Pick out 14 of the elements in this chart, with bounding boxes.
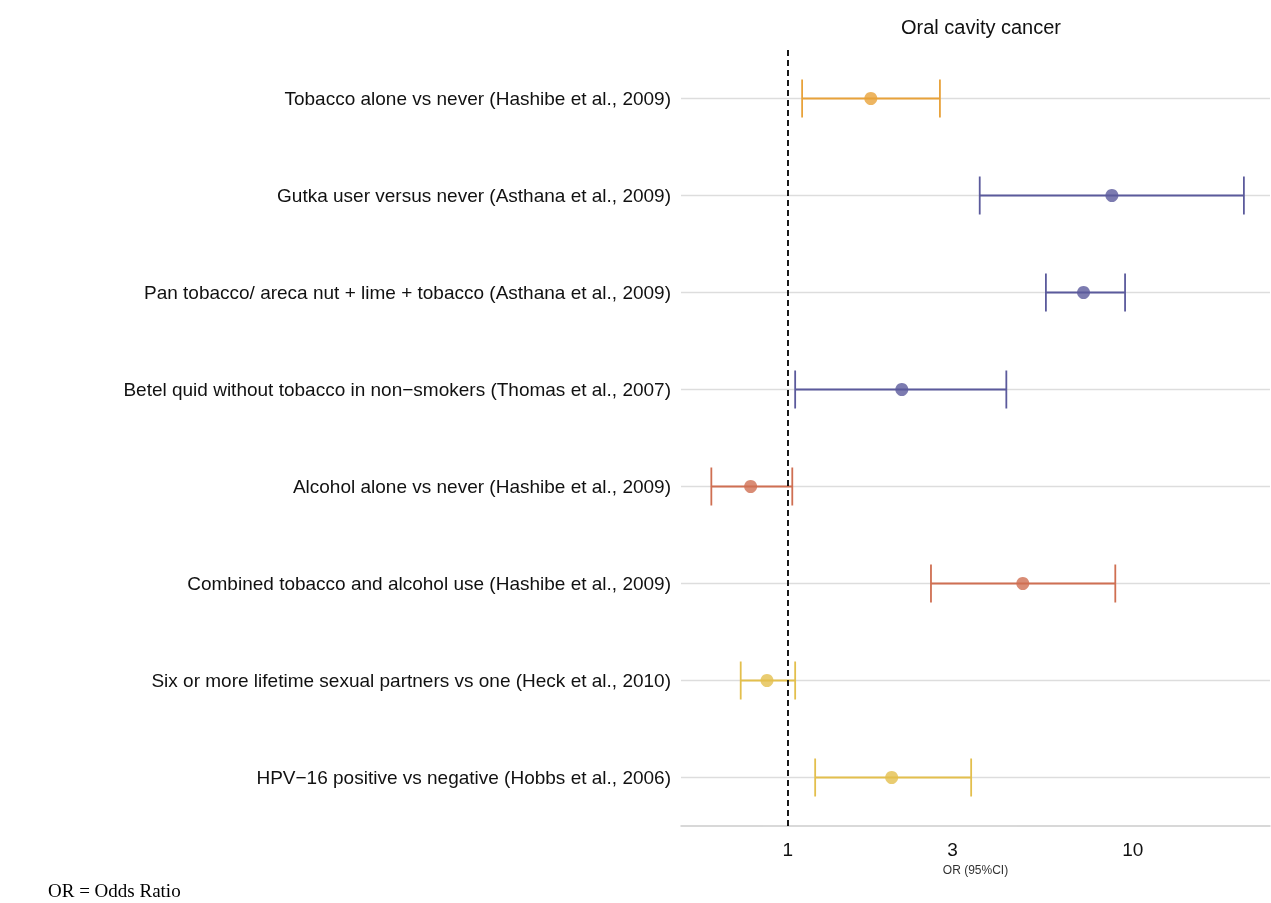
x-axis-title: OR (95%CI) — [942, 862, 1009, 877]
chart-title: Oral cavity cancer — [900, 16, 1062, 38]
y-tick-label: Gutka user versus never (Asthana et al., 2009) — [277, 185, 671, 206]
x-tick-label: 10 — [1122, 839, 1144, 860]
y-tick-label: Six or more lifetime sexual partners vs one (Heck et al., 2010) — [151, 670, 671, 691]
y-tick-label: Alcohol alone vs never (Hashibe et al., 2009) — [292, 476, 671, 497]
y-tick-label: Combined tobacco and alcohol use (Hashibe et al., 2009) — [187, 573, 671, 594]
y-tick-label: Betel quid without tobacco in non−smokers (Thomas et al., 2007) — [123, 379, 671, 400]
text: OR = Odds Ratio — [48, 880, 181, 902]
x-tick-label: 1 — [782, 839, 794, 860]
x-tick-label: 3 — [947, 839, 958, 860]
y-tick-label: Tobacco alone vs never (Hashibe et al., 2009) — [284, 88, 671, 109]
y-tick-label: Pan tobacco/ areca nut + lime + tobacco (Asthana et al., 2009) — [143, 282, 671, 303]
y-tick-label: HPV−16 positive vs negative (Hobbs et al., 2006) — [256, 767, 671, 788]
